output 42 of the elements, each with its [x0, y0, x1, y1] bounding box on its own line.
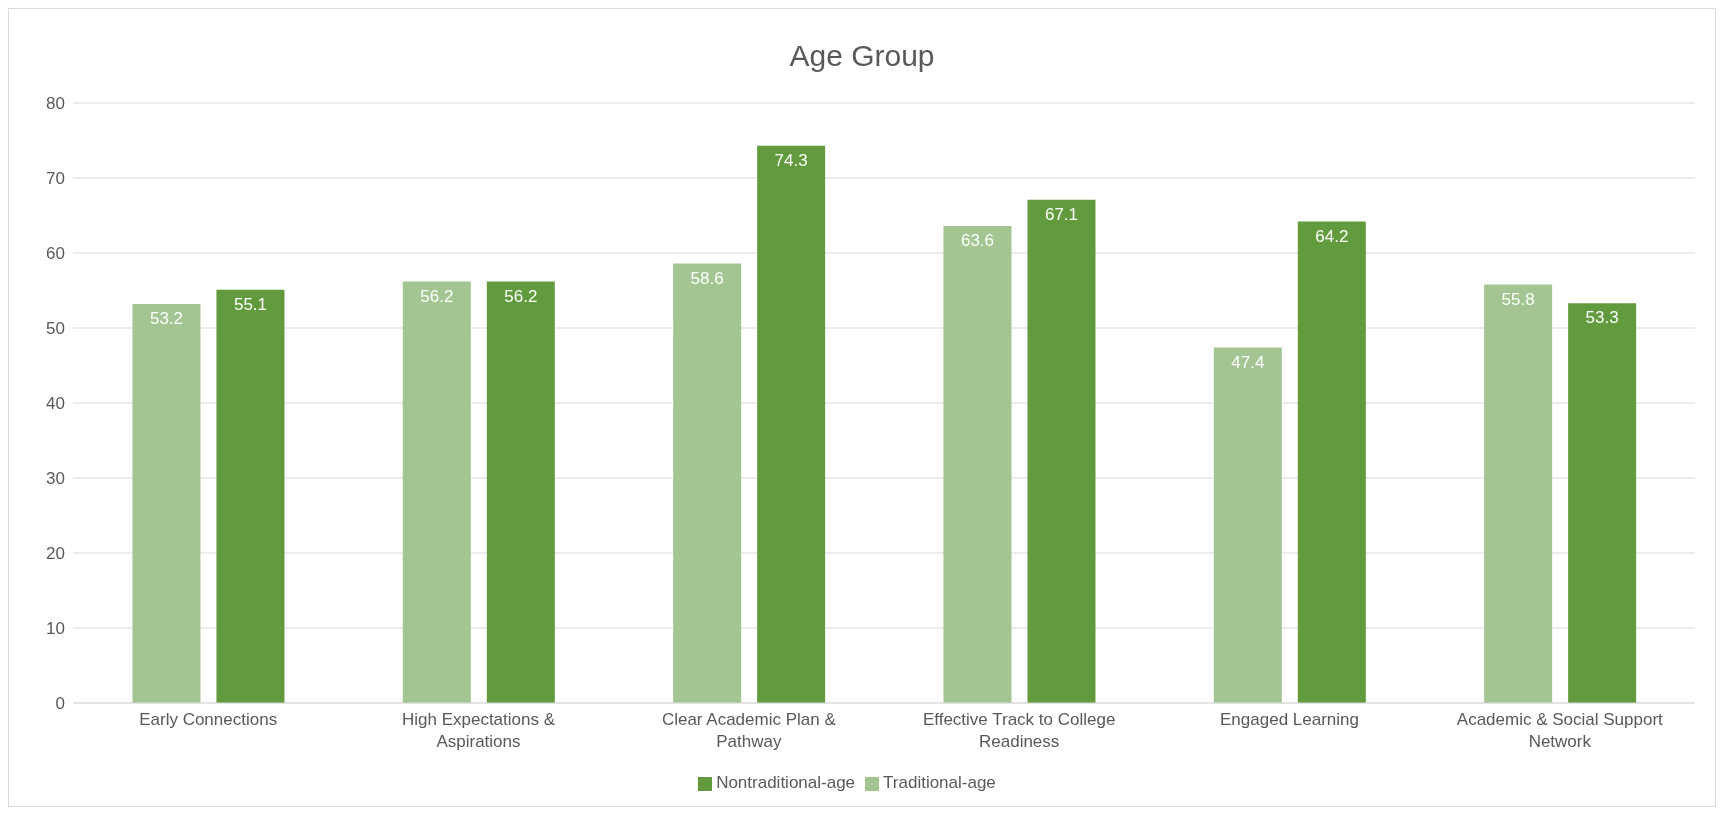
- bar: [673, 263, 742, 703]
- y-tick-label: 80: [46, 94, 65, 114]
- bar: [1297, 221, 1366, 703]
- y-tick-label: 60: [46, 244, 65, 264]
- data-label: 55.1: [233, 294, 268, 314]
- y-tick-label: 10: [46, 619, 65, 639]
- bar: [943, 226, 1012, 703]
- bar: [1568, 303, 1637, 703]
- data-label: 64.2: [1315, 226, 1349, 246]
- data-label: 55.8: [1501, 289, 1535, 309]
- x-tick-label: Early Connections: [139, 710, 278, 729]
- bar: [216, 289, 285, 703]
- data-label: 56.2: [504, 286, 538, 306]
- bar: [486, 281, 555, 703]
- y-tick-label: 30: [46, 469, 65, 489]
- bar: [1213, 347, 1282, 703]
- bar: [402, 281, 471, 703]
- chart-title: Age Group: [788, 39, 936, 74]
- data-label: 56.2: [420, 286, 454, 306]
- y-tick-label: 70: [46, 169, 65, 189]
- y-tick-label: 0: [55, 694, 65, 714]
- legend-label: Nontraditional-age: [716, 773, 856, 792]
- data-label: 47.4: [1231, 352, 1265, 372]
- data-label: 67.1: [1044, 204, 1079, 224]
- x-tick-label: Clear Academic Plan & Pathway: [661, 710, 837, 751]
- y-tick-label: 50: [46, 319, 65, 339]
- bar: [757, 145, 826, 703]
- x-tick-label: Engaged Learning: [1220, 710, 1359, 729]
- y-tick-label: 20: [46, 544, 65, 564]
- data-label: 53.3: [1585, 308, 1619, 328]
- bar: [1484, 284, 1553, 703]
- data-label: 58.6: [690, 268, 724, 288]
- bar: [1027, 199, 1096, 703]
- y-tick-label: 40: [46, 394, 65, 414]
- bar: [132, 304, 201, 703]
- legend-label: Traditional-age: [883, 773, 996, 792]
- data-label: 63.6: [960, 231, 995, 251]
- x-tick-label: High Expectations & Aspirations: [401, 710, 556, 751]
- data-label: 53.2: [149, 309, 184, 329]
- data-label: 74.3: [774, 150, 808, 170]
- x-tick-label: Academic & Social Support Network: [1456, 710, 1664, 751]
- x-tick-label: Effective Track to College Readiness: [922, 710, 1116, 751]
